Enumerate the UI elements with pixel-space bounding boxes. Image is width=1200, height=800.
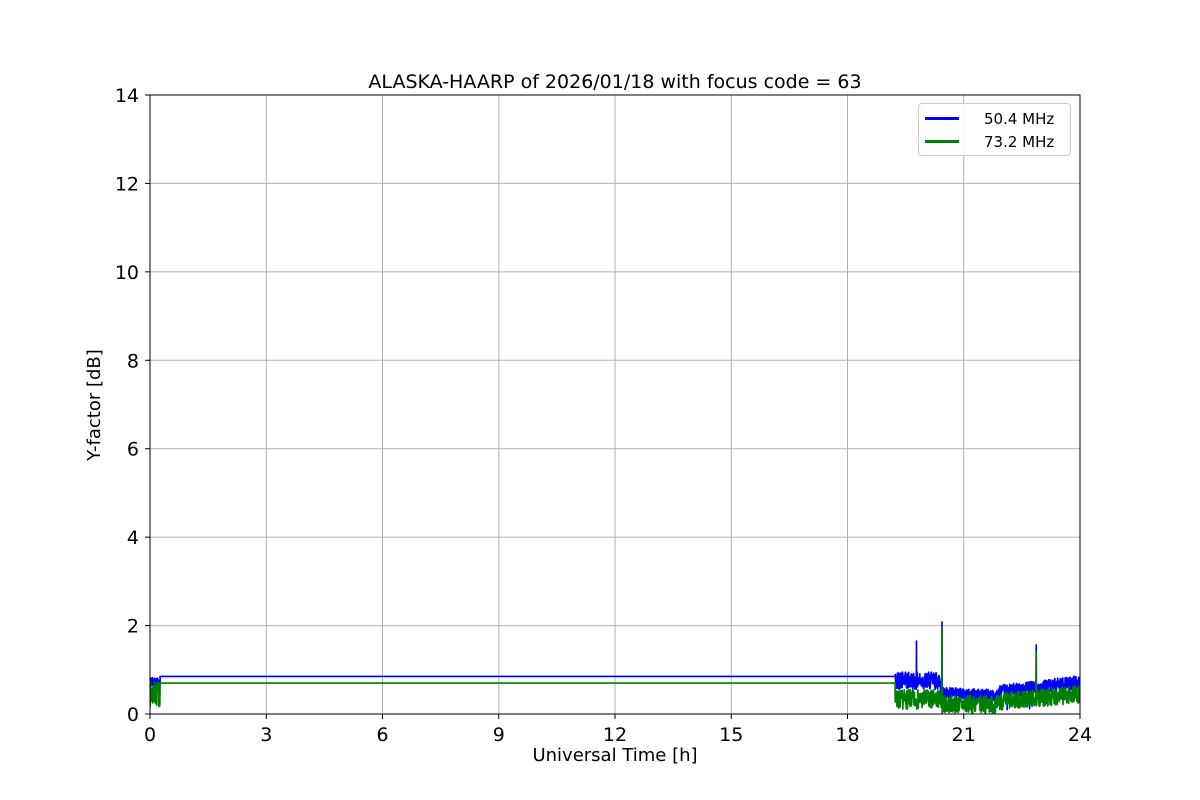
- x-tick-label: 12: [603, 724, 627, 746]
- x-tick-label: 15: [719, 724, 743, 746]
- x-tick-label: 9: [493, 724, 505, 746]
- x-tick-label: 0: [144, 724, 156, 746]
- y-tick-label: 2: [127, 616, 139, 638]
- y-tick-label: 0: [127, 704, 139, 726]
- x-tick-label: 6: [376, 724, 388, 746]
- y-tick-label: 12: [115, 173, 139, 195]
- legend: 50.4 MHz 73.2 MHz: [918, 103, 1071, 156]
- y-tick-label: 6: [127, 439, 139, 461]
- legend-entry: 50.4 MHz: [919, 107, 1070, 130]
- y-tick-label: 8: [127, 350, 139, 372]
- y-tick-label: 14: [115, 85, 139, 107]
- legend-entry: 73.2 MHz: [919, 130, 1070, 153]
- legend-line-sample-blue: [925, 117, 959, 120]
- x-axis-label: Universal Time [h]: [532, 745, 698, 766]
- y-tick-label: 10: [115, 262, 139, 284]
- legend-label: 73.2 MHz: [984, 132, 1055, 151]
- legend-label: 50.4 MHz: [984, 109, 1055, 128]
- x-tick-label: 24: [1068, 724, 1092, 746]
- series-line-73.2-mhz: [150, 626, 1080, 714]
- chart-title: ALASKA-HAARP of 2026/01/18 with focus co…: [368, 71, 862, 93]
- y-tick-label: 4: [127, 527, 139, 549]
- series-line-50.4-mhz: [150, 621, 1080, 712]
- x-tick-label: 18: [835, 724, 859, 746]
- x-tick-label: 21: [952, 724, 976, 746]
- legend-line-sample-green: [925, 140, 959, 143]
- y-axis-label: Y-factor [dB]: [84, 349, 105, 461]
- x-tick-label: 3: [260, 724, 272, 746]
